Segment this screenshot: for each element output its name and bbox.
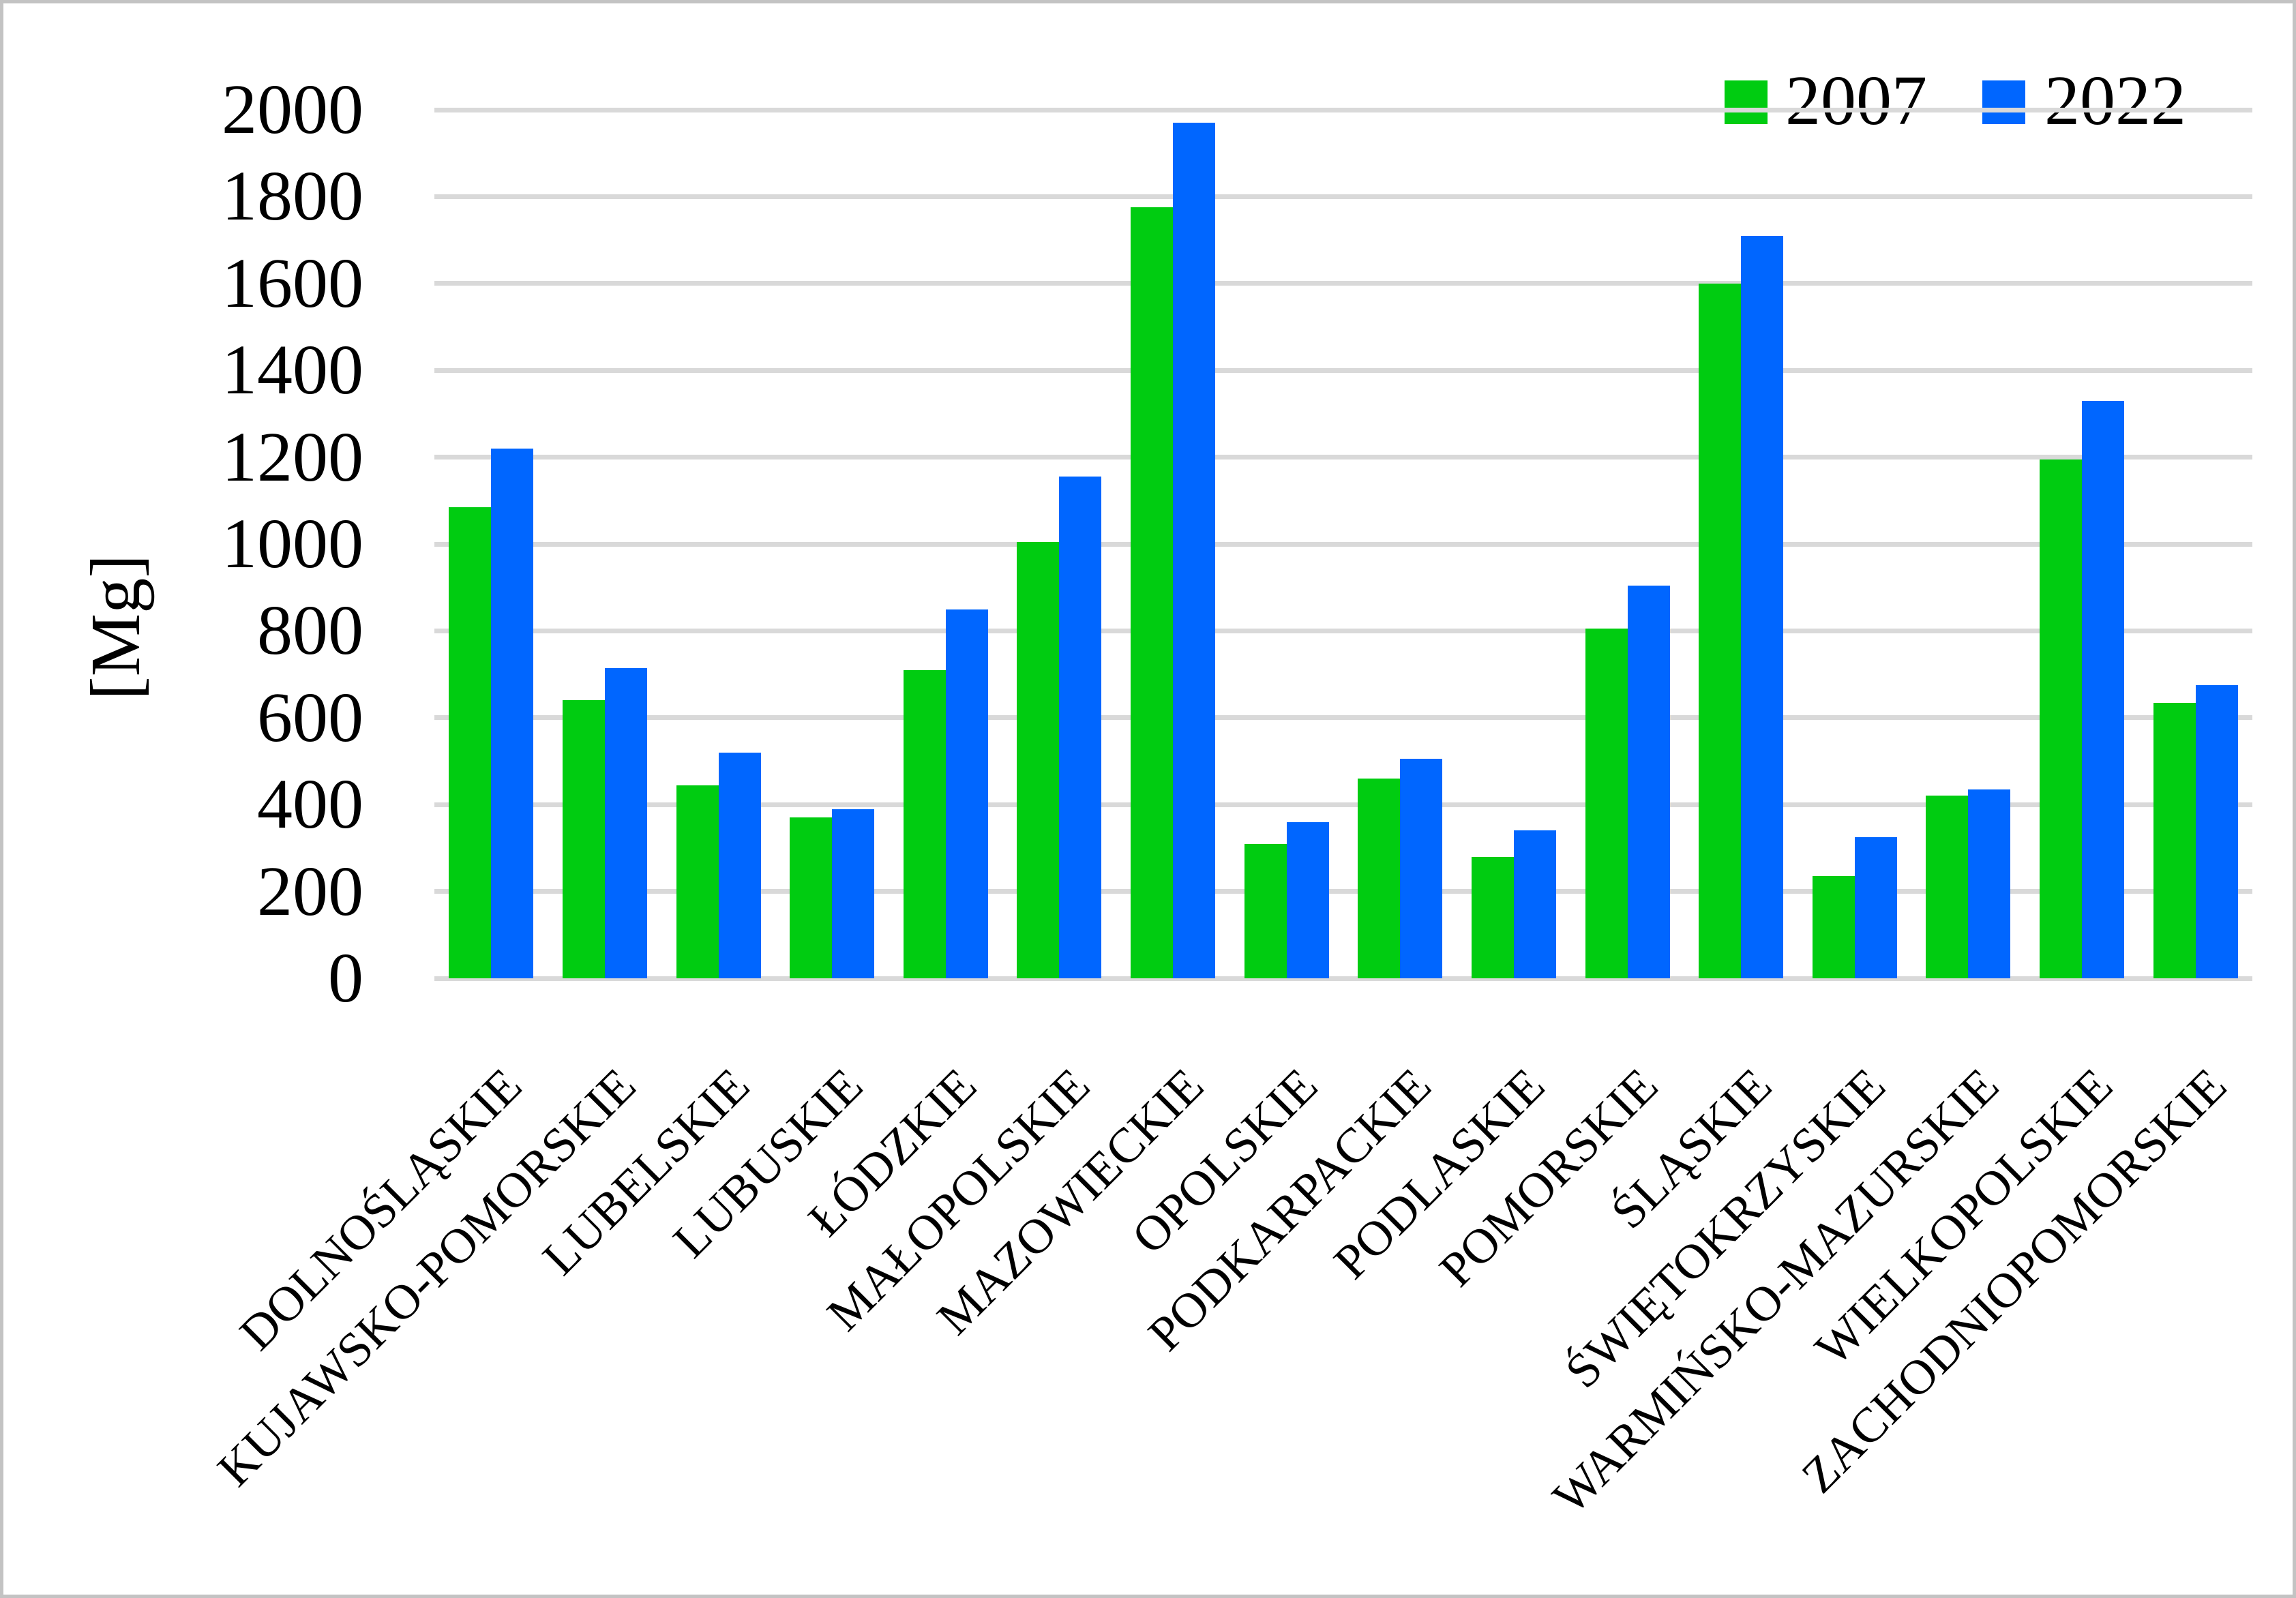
gridline: [434, 107, 2252, 112]
gridline: [434, 455, 2252, 460]
y-axis-tick-label: 600: [257, 678, 363, 757]
bar-2022: [491, 448, 534, 978]
bar-2022: [945, 609, 988, 978]
bar-2007: [903, 669, 946, 978]
bar-2022: [1741, 235, 1784, 978]
bar-2007: [2153, 702, 2196, 978]
gridline: [434, 802, 2252, 807]
bar-2007: [562, 700, 605, 978]
bar-2007: [1358, 778, 1401, 978]
bar-2007: [2040, 459, 2083, 978]
gridline: [434, 715, 2252, 721]
bar-2022: [1513, 830, 1556, 978]
y-axis-tick-label: 0: [328, 939, 363, 1017]
gridline: [434, 628, 2252, 633]
bar-2007: [676, 785, 719, 978]
y-axis-tick-label: 2000: [222, 70, 363, 149]
legend-swatch-2007: [1725, 80, 1768, 124]
y-axis-tick-label: 1600: [222, 243, 363, 322]
bar-2022: [2082, 400, 2125, 978]
bar-2007: [1131, 207, 1174, 978]
bar-2007: [1812, 876, 1855, 978]
y-axis-tick-label: 1400: [222, 331, 363, 410]
bar-2007: [1244, 843, 1287, 978]
y-axis-tick-label: 1000: [222, 504, 363, 583]
bar-2022: [1173, 123, 1216, 978]
bar-2022: [1968, 789, 2011, 978]
y-axis-tick-label: 800: [257, 591, 363, 670]
bar-2022: [718, 752, 761, 978]
legend-label: 2022: [2044, 61, 2186, 140]
bar-2007: [1699, 283, 1742, 978]
y-axis-tick-label: 1800: [222, 157, 363, 236]
legend-swatch-2022: [1982, 80, 2025, 124]
bar-2007: [1471, 856, 1514, 978]
bar-2007: [1585, 629, 1628, 978]
bar-2007: [1926, 796, 1969, 978]
bar-2022: [832, 809, 875, 978]
x-axis-baseline: [434, 976, 2252, 981]
bar-2022: [1059, 477, 1102, 978]
bar-2022: [1854, 836, 1897, 978]
bar-2022: [604, 667, 647, 978]
gridline: [434, 541, 2252, 547]
gridline: [434, 367, 2252, 373]
bar-2022: [2195, 685, 2238, 978]
bar-2007: [1017, 541, 1060, 978]
gridline: [434, 281, 2252, 286]
bar-2007: [449, 507, 492, 978]
gridline: [434, 889, 2252, 894]
legend-label: 2007: [1785, 61, 1927, 140]
y-axis-tick-label: 200: [257, 851, 363, 931]
bar-2022: [1627, 585, 1670, 978]
gridline: [434, 194, 2252, 199]
y-axis-tick-label: 1200: [222, 417, 363, 496]
bar-2007: [790, 817, 833, 978]
bar-2022: [1400, 759, 1443, 978]
bar-2022: [1286, 821, 1329, 978]
y-axis-tick-label: 400: [257, 765, 363, 844]
